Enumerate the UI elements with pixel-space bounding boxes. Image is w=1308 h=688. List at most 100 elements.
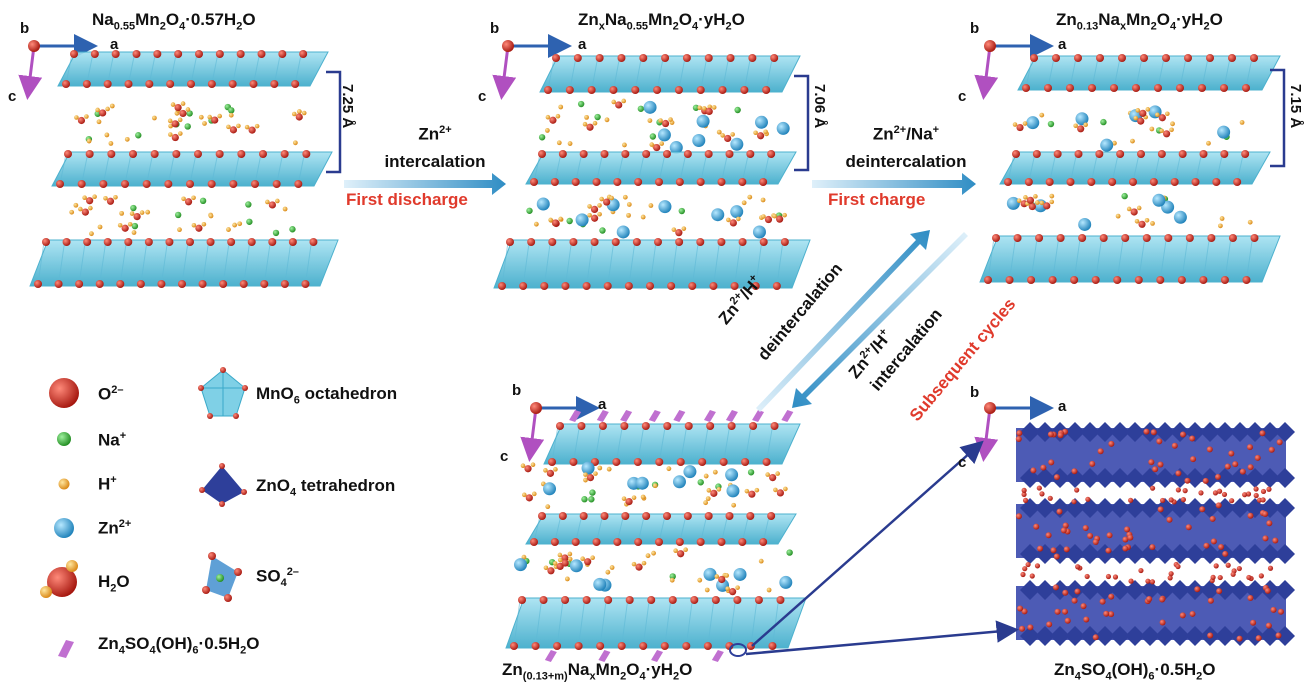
oxygen-atom (613, 538, 622, 546)
zno4-tetrahedron (1230, 580, 1250, 600)
interlayer-oxygen (1138, 567, 1144, 574)
oxygen-atom (1175, 470, 1182, 477)
axis-c-label: c (8, 88, 17, 105)
proton (1206, 140, 1211, 146)
proton (69, 209, 75, 215)
panel1-spacing: 7.25 Å (339, 84, 356, 129)
oxygen-atom (219, 463, 225, 469)
oxygen-atom (145, 80, 154, 88)
octahedron-edge (679, 153, 687, 183)
water-oxygen (1043, 202, 1051, 210)
octahedron-edge (670, 241, 678, 287)
water-oxygen (776, 489, 784, 497)
oxygen-atom (624, 282, 633, 290)
water-hydrogen (1155, 112, 1160, 118)
zno4-tetrahedron (1095, 498, 1115, 518)
water-hydrogen (92, 194, 97, 200)
oxygen-atom (1140, 54, 1148, 62)
octahedron-edge (679, 515, 687, 543)
oxygen-atom (1157, 461, 1164, 468)
octahedron-edge (1025, 57, 1033, 89)
octahedron-edge (81, 153, 89, 185)
octahedron-edge (37, 241, 45, 285)
oxygen-atom (299, 50, 308, 58)
oxygen-atom (1159, 619, 1166, 626)
zno4-tetrahedron (1215, 580, 1235, 600)
proton (1130, 138, 1135, 144)
oxygen-atom (1272, 537, 1279, 544)
octahedron-edge (750, 599, 758, 647)
zno4-tetrahedron (1185, 468, 1205, 488)
water-hydrogen (1134, 218, 1140, 224)
zno4-tetrahedron (1260, 422, 1280, 442)
water-oxygen (525, 494, 533, 502)
axis-c-arrow (974, 407, 999, 462)
water-oxygen (1028, 202, 1036, 211)
oxygen-atom (690, 596, 699, 604)
axes-indicator (974, 396, 1054, 462)
octahedron-edge (691, 241, 699, 287)
oxygen-atom (288, 238, 297, 246)
oxygen-atom (613, 178, 622, 186)
water-oxygen (748, 490, 756, 498)
oxygen-atom (1250, 54, 1258, 62)
zno4-tetrahedron (1080, 498, 1100, 518)
oxygen-atom (1199, 276, 1208, 284)
sodium-ion (786, 549, 793, 556)
oxygen-atom (1185, 524, 1192, 531)
water-hydrogen (78, 206, 83, 212)
oxygen-atom (1024, 178, 1033, 186)
zinc-ion (1161, 200, 1175, 214)
interlayer-oxygen (1260, 488, 1267, 495)
zno4-tetrahedron (1035, 626, 1055, 646)
oxygen-atom (600, 150, 609, 158)
zno4-tetrahedron (1020, 580, 1040, 600)
octahedron-edge (535, 599, 543, 647)
zhs-flake (620, 410, 633, 422)
octahedron-edge (765, 57, 773, 91)
octahedron-edge (1116, 237, 1124, 281)
interlayer-oxygen (1213, 563, 1219, 569)
zhs-flake (598, 650, 611, 662)
proton (282, 206, 288, 212)
octahedron-edge (284, 241, 292, 285)
octahedron-edge (128, 53, 135, 85)
oxygen-atom (663, 422, 672, 430)
oxygen-atom (592, 538, 601, 546)
water-oxygen (764, 215, 773, 224)
oxygen-atom (1247, 595, 1254, 602)
oxygen-atom (577, 422, 586, 430)
zno4-tetrahedron (1020, 498, 1040, 518)
oxygen-atom (661, 54, 670, 62)
octahedron-edge (596, 153, 603, 183)
octahedron-edge (1070, 153, 1077, 183)
octahedron-edge (181, 241, 189, 285)
interlayer-oxygen (1084, 573, 1090, 580)
oxygen-atom (1207, 597, 1214, 604)
zinc-ion (1173, 210, 1187, 224)
water-hydrogen (201, 221, 207, 227)
oxygen-atom (683, 150, 692, 158)
water-oxygen (195, 224, 203, 232)
oxygen-atom (1054, 608, 1061, 615)
oxygen-atom (538, 150, 546, 158)
oxygen-atom (620, 422, 629, 430)
axes-indicator (520, 396, 600, 462)
oxygen-atom (725, 150, 734, 158)
octahedron-edge (637, 425, 645, 463)
interlayer-species (1012, 105, 1245, 152)
oxygen-atom (561, 282, 570, 290)
interlayer-bracket (326, 70, 342, 174)
octahedron-edge (253, 53, 260, 85)
zno4-tetrahedron (1110, 468, 1130, 488)
zno4-tetrahedron (1125, 422, 1145, 442)
oxygen-atom (172, 150, 181, 158)
water-hydrogen (265, 199, 270, 205)
water-hydrogen (1169, 127, 1174, 133)
octahedron-edge (1073, 237, 1081, 281)
water-hydrogen (113, 194, 118, 200)
oxygen-atom (1108, 440, 1115, 447)
proton (697, 577, 703, 583)
zno4-tetrahedron (1140, 422, 1160, 442)
octahedron-edge (167, 153, 175, 185)
